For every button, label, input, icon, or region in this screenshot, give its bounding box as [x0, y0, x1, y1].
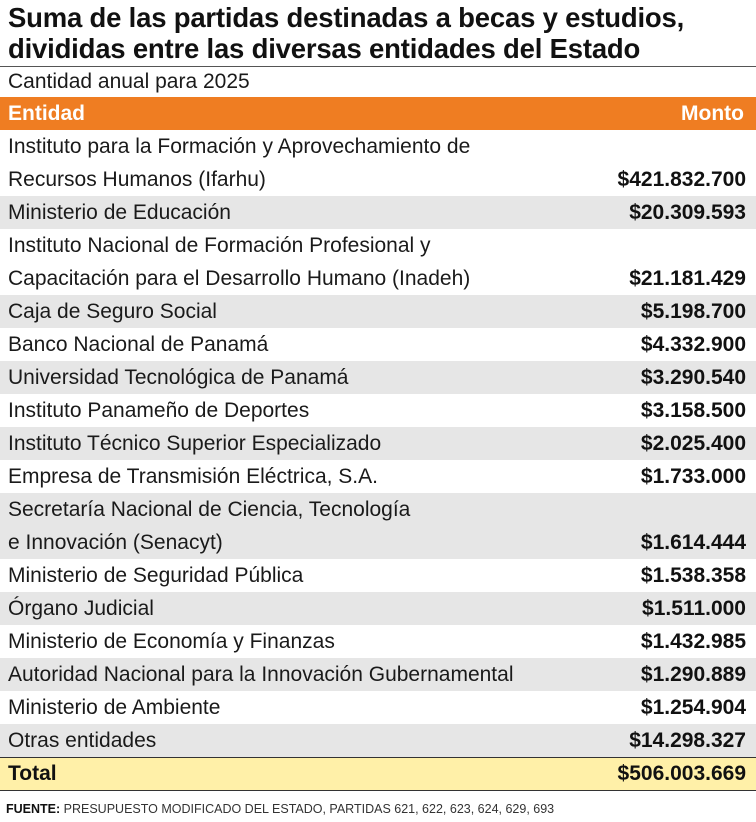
- total-row: Total $506.003.669: [0, 757, 756, 791]
- title-line-2: divididas entre las diversas entidades d…: [8, 33, 641, 64]
- amount-cell: $3.158.500: [640, 399, 746, 422]
- table-row: Instituto Panameño de Deportes $3.158.500: [0, 394, 756, 427]
- amount-cell: $5.198.700: [640, 300, 746, 323]
- entity-name-continued: Capacitación para el Desarrollo Humano (…: [8, 267, 471, 290]
- amount-cell: $1.538.358: [640, 564, 746, 587]
- entity-name: Ministerio de Seguridad Pública: [8, 564, 304, 587]
- entity-name: Instituto para la Formación y Aprovecham…: [8, 135, 471, 158]
- amount-cell: $1.432.985: [640, 630, 746, 653]
- entity-name: Órgano Judicial: [8, 597, 154, 620]
- amount-cell: $1.511.000: [642, 597, 746, 620]
- entity-name: Secretaría Nacional de Ciencia, Tecnolog…: [8, 498, 411, 521]
- entity-name-continued: Recursos Humanos (Ifarhu): [8, 168, 266, 191]
- amount-cell: $4.332.900: [640, 333, 746, 356]
- table-row: Ministerio de Seguridad Pública $1.538.35…: [0, 559, 756, 592]
- entity-name-continued: e Innovación (Senacyt): [8, 531, 223, 554]
- table-row: Ministerio de Educación $20.309.593: [0, 196, 756, 229]
- entity-name: Ministerio de Economía y Finanzas: [8, 630, 335, 653]
- entity-name: Universidad Tecnológica de Panamá: [8, 366, 349, 389]
- table-row: Instituto para la Formación y Aprovecham…: [0, 130, 756, 196]
- amount-cell: $2.025.400: [640, 432, 746, 455]
- entity-name: Autoridad Nacional para la Innovación Gu…: [8, 663, 514, 686]
- entity-name: Instituto Técnico Superior Especializado: [8, 432, 382, 455]
- entity-name: Empresa de Transmisión Eléctrica, S.A.: [8, 465, 378, 488]
- entity-name: Caja de Seguro Social: [8, 300, 217, 323]
- table-row: Ministerio de Economía y Finanzas $1.432.…: [0, 625, 756, 658]
- title-line-1: Suma de las partidas destinadas a becas …: [8, 2, 685, 33]
- entity-name: Banco Nacional de Panamá: [8, 333, 269, 356]
- entity-name: Instituto Nacional de Formación Profesio…: [8, 234, 431, 257]
- table-row: Instituto Nacional de Formación Profesio…: [0, 229, 756, 295]
- amount-cell: $3.290.540: [640, 366, 746, 389]
- subtitle: Cantidad anual para 2025: [8, 70, 250, 93]
- table-row: Secretaría Nacional de Ciencia, Tecnolog…: [0, 493, 756, 559]
- entity-name: Ministerio de Ambiente: [8, 696, 221, 719]
- table-body: Instituto para la Formación y Aprovecham…: [0, 130, 756, 757]
- table-row: Universidad Tecnológica de Panamá $3.290.…: [0, 361, 756, 394]
- table-row: Otras entidades $14.298.327: [0, 724, 756, 757]
- amount-cell: $14.298.327: [629, 729, 746, 752]
- entity-name: Otras entidades: [8, 729, 157, 752]
- total-amount: $506.003.669: [617, 762, 746, 785]
- amount-cell: $1.733.000: [640, 465, 746, 488]
- amount-cell: $21.181.429: [629, 267, 746, 290]
- table-row: Instituto Técnico Superior Especializado…: [0, 427, 756, 460]
- amount-cell: $421.832.700: [617, 168, 746, 191]
- table-row: Banco Nacional de Panamá $4.332.900: [0, 328, 756, 361]
- table-row: Órgano Judicial $1.511.000: [0, 592, 756, 625]
- chart-title: Suma de las partidas destinadas a becas …: [8, 2, 753, 64]
- amount-cell: $1.254.904: [640, 696, 746, 719]
- column-header-entity: Entidad: [8, 102, 85, 125]
- table-row: Autoridad Nacional para la Innovación Gu…: [0, 658, 756, 691]
- table-header: Entidad Monto: [0, 97, 756, 130]
- amount-cell: $20.309.593: [629, 201, 746, 224]
- amount-cell: $1.290.889: [640, 663, 746, 686]
- source-label: FUENTE:: [6, 802, 61, 816]
- title-divider: [0, 66, 756, 67]
- source-text: PRESUPUESTO MODIFICADO DEL ESTADO, PARTI…: [60, 802, 555, 816]
- entity-name: Ministerio de Educación: [8, 201, 231, 224]
- table-row: Empresa de Transmisión Eléctrica, S.A. $1…: [0, 460, 756, 493]
- total-label: Total: [8, 762, 57, 785]
- source-note: FUENTE: PRESUPUESTO MODIFICADO DEL ESTAD…: [6, 801, 554, 817]
- amount-cell: $1.614.444: [640, 531, 746, 554]
- table-row: Caja de Seguro Social $5.198.700: [0, 295, 756, 328]
- table-row: Ministerio de Ambiente $1.254.904: [0, 691, 756, 724]
- entity-name: Instituto Panameño de Deportes: [8, 399, 310, 422]
- column-header-amount: Monto: [681, 102, 744, 125]
